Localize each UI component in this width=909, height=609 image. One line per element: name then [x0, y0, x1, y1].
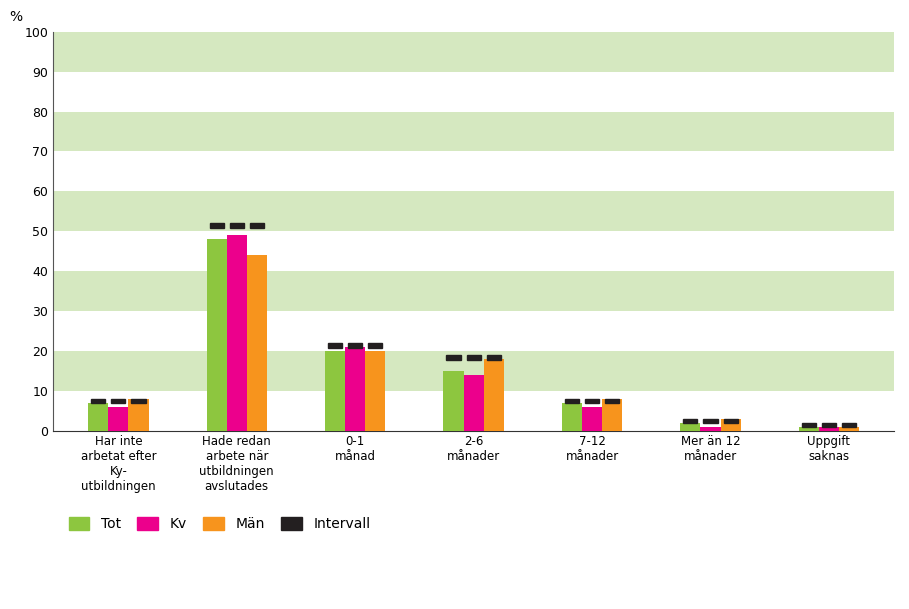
Bar	[486, 355, 501, 359]
Bar	[680, 423, 701, 431]
Bar	[328, 343, 342, 348]
Bar	[206, 239, 226, 431]
Y-axis label: %: %	[9, 10, 22, 24]
Bar	[484, 359, 504, 431]
Bar	[348, 343, 363, 348]
Bar	[230, 224, 244, 228]
Bar	[226, 235, 247, 431]
Bar	[111, 399, 125, 403]
Bar	[54, 111, 894, 152]
Bar	[250, 224, 264, 228]
Bar	[839, 426, 859, 431]
Bar	[819, 426, 839, 431]
Bar	[91, 399, 105, 403]
Bar	[802, 423, 815, 428]
Bar	[325, 351, 345, 431]
Bar	[345, 347, 365, 431]
Bar	[54, 191, 894, 231]
Bar	[704, 418, 717, 423]
Bar	[724, 418, 737, 423]
Bar	[54, 72, 894, 111]
Bar	[822, 423, 836, 428]
Bar	[54, 391, 894, 431]
Bar	[210, 224, 224, 228]
Bar	[602, 399, 623, 431]
Bar	[54, 351, 894, 391]
Bar	[701, 426, 721, 431]
Bar	[368, 343, 383, 348]
Bar	[247, 255, 267, 431]
Bar	[842, 423, 856, 428]
Bar	[721, 418, 741, 431]
Bar	[108, 407, 128, 431]
Bar	[132, 399, 145, 403]
Bar	[684, 418, 697, 423]
Bar	[54, 231, 894, 271]
Bar	[54, 152, 894, 191]
Bar	[562, 403, 582, 431]
Bar	[54, 311, 894, 351]
Bar	[605, 399, 619, 403]
Bar	[446, 355, 461, 359]
Bar	[54, 32, 894, 72]
Bar	[54, 271, 894, 311]
Bar	[799, 426, 819, 431]
Bar	[88, 403, 108, 431]
Bar	[582, 407, 602, 431]
Legend: Tot, Kv, Män, Intervall: Tot, Kv, Män, Intervall	[68, 517, 370, 531]
Bar	[464, 375, 484, 431]
Bar	[564, 399, 579, 403]
Bar	[466, 355, 481, 359]
Bar	[128, 399, 148, 431]
Bar	[365, 351, 385, 431]
Bar	[444, 371, 464, 431]
Bar	[585, 399, 599, 403]
